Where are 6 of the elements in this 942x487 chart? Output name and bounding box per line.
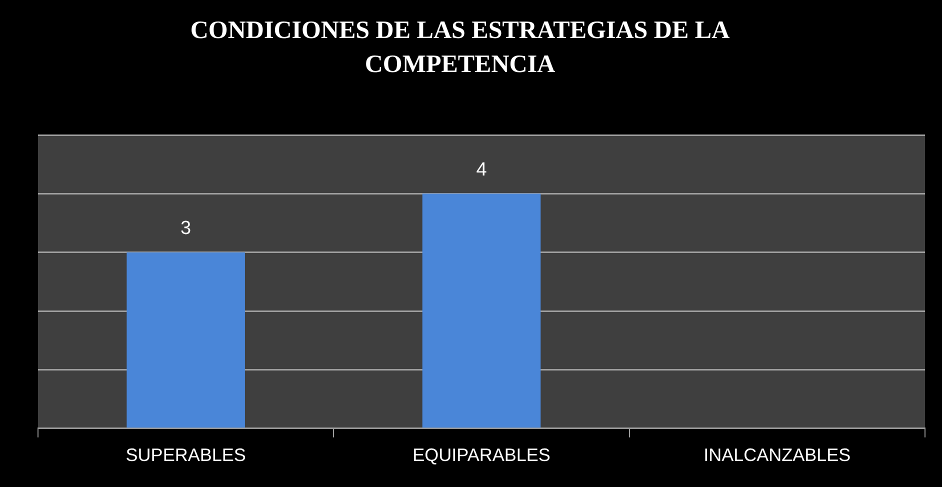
chart-title: CONDICIONES DE LAS ESTRATEGIAS DE LA COMPETENCIA — [189, 16, 731, 80]
x-tick-label: SUPERABLES — [126, 445, 246, 466]
data-label: 3 — [180, 218, 192, 240]
data-label: 4 — [476, 159, 488, 180]
x-tick-label: INALCANZABLES — [704, 445, 851, 466]
x-tick-label: EQUIPARABLES — [412, 445, 550, 466]
